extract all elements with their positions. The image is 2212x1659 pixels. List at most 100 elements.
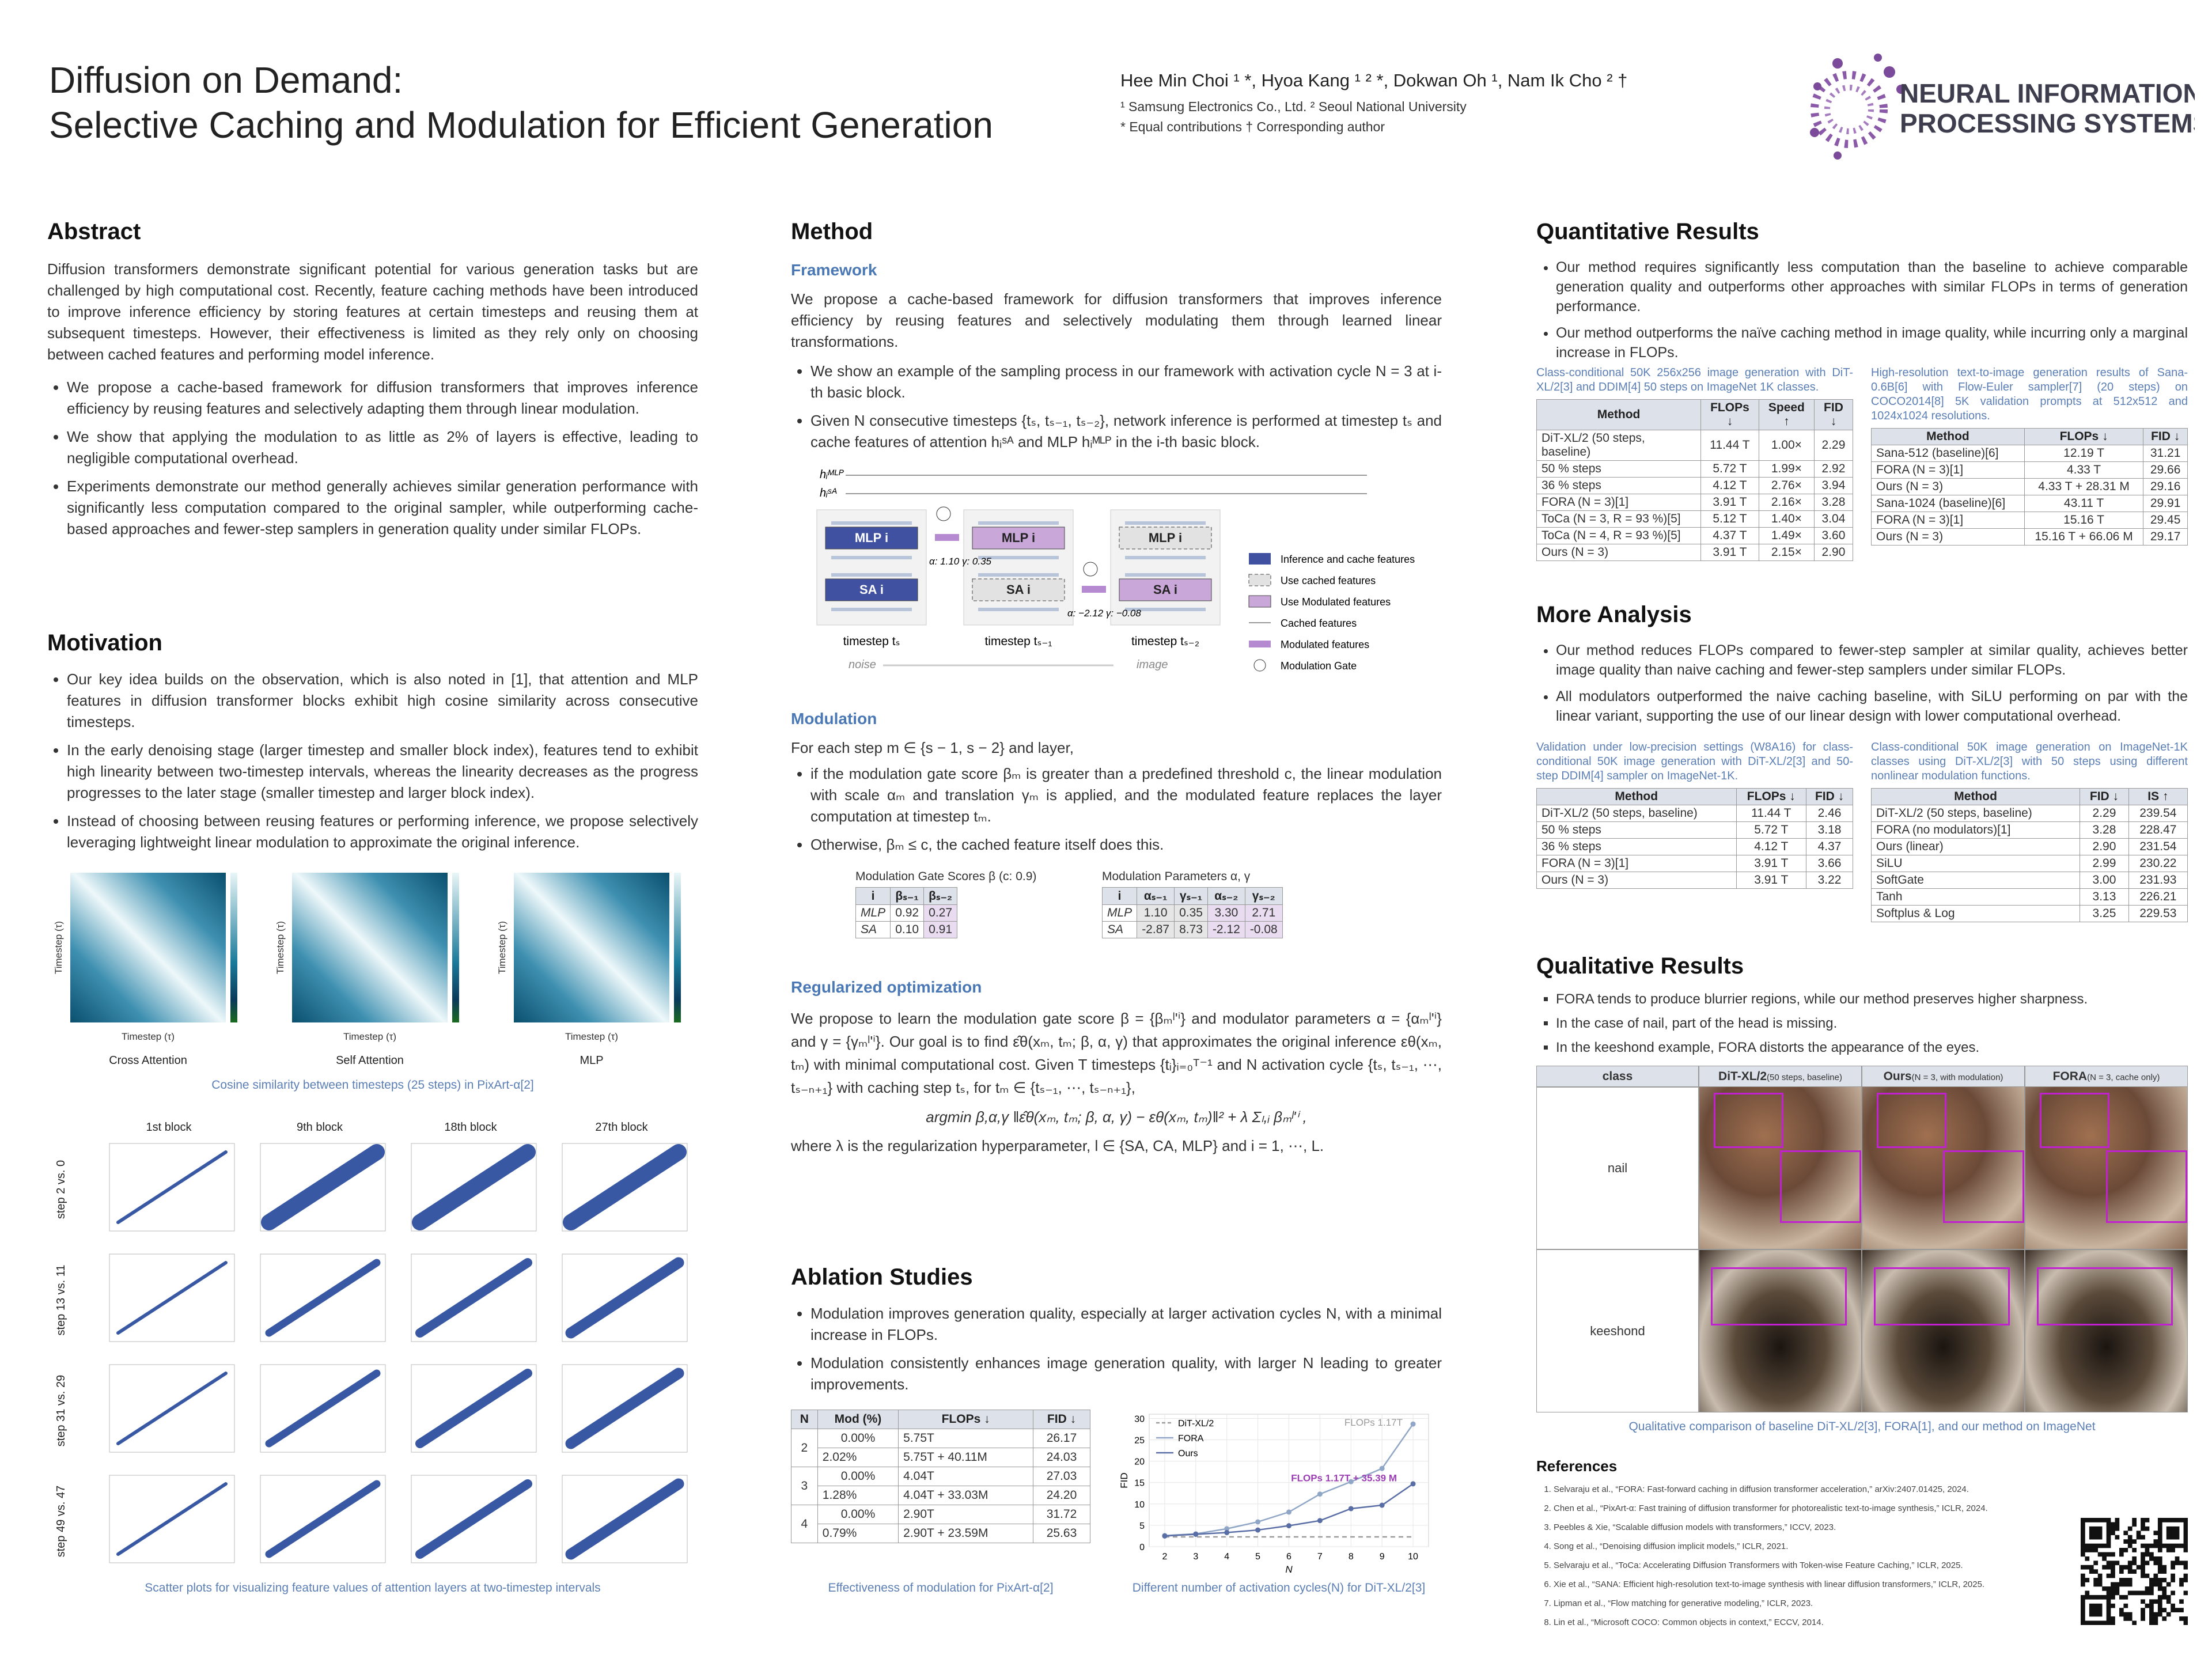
qr-module: [2106, 1608, 2111, 1612]
table-cell: FORA (no modulators)[1]: [1870, 821, 2081, 839]
table-cell: 36 % steps: [1536, 477, 1702, 494]
noise-label: noise: [849, 658, 876, 671]
qr-module: [2097, 1531, 2103, 1536]
table-cell: 2.90T: [898, 1505, 1033, 1524]
qr-module: [2093, 1518, 2099, 1522]
qr-module: [2093, 1548, 2099, 1552]
qr-module: [2097, 1543, 2103, 1548]
table-cell: DiT-XL/2 (50 steps, baseline): [1536, 805, 1737, 822]
qr-module: [2179, 1616, 2184, 1621]
row-label: step 31 vs. 29: [55, 1375, 67, 1447]
table-cell: 2.15×: [1758, 544, 1815, 561]
qr-module: [2111, 1620, 2115, 1625]
scatter-cloud: [565, 1478, 684, 1560]
list-item: In the case of nail, part of the head is…: [1556, 1015, 2188, 1032]
qr-module: [2132, 1590, 2137, 1596]
qr-module: [2106, 1603, 2111, 1608]
header-cell: DiT-XL/2(50 steps, baseline): [1699, 1066, 1862, 1088]
point: [1162, 1533, 1168, 1539]
qr-module: [2149, 1586, 2154, 1591]
list-item: Selvaraju et al., “FORA: Fast-forward ca…: [1554, 1483, 2055, 1495]
sample-image: [1699, 1086, 1862, 1249]
timestep-label: timestep tₛ₋₂: [1131, 635, 1199, 648]
table-row: FORA (N = 3)[1] 15.16 T 29.45: [1871, 512, 2188, 529]
table-cell: 3.91 T: [1736, 855, 1807, 872]
header-note: (50 steps, baseline): [1767, 1073, 1842, 1082]
qr-module: [2141, 1599, 2145, 1604]
notes: * Equal contributions † Corresponding au…: [1120, 119, 1385, 134]
annotation: FLOPs 1.17T + 35.39 M: [1291, 1472, 1397, 1483]
header-cell: FLOPs ↓: [898, 1410, 1033, 1429]
table-cell: 2.29: [1813, 430, 1854, 461]
qr-module: [2171, 1548, 2175, 1552]
table-row: Sana-1024 (baseline)[6] 43.11 T 29.91: [1871, 495, 2188, 512]
annotation: FLOPs 1.17T: [1344, 1417, 1403, 1428]
table-row: ToCa (N = 4, R = 93 %)[5] 4.37 T 1.49× 3.60: [1536, 527, 1854, 544]
gate-table: i βₛ₋₁ βₛ₋₂ MLP 0.92 0.27 SA 0.10 0.91: [855, 887, 958, 938]
gate-table-block: Modulation Gate Scores β (c: 0.9) i βₛ₋₁ β…: [855, 870, 1036, 938]
point: [1348, 1479, 1354, 1484]
qr-module: [2106, 1620, 2111, 1625]
qr-module: [2175, 1608, 2180, 1612]
qr-module: [2157, 1599, 2162, 1604]
qr-module: [2097, 1620, 2103, 1625]
qr-module: [2115, 1526, 2120, 1531]
table-cell: 3.28: [1813, 494, 1854, 511]
table-cell: 4.04T + 33.03M: [898, 1486, 1033, 1505]
qr-module: [2162, 1569, 2167, 1574]
table-cell: 5.75T: [898, 1429, 1033, 1448]
gate: [1083, 562, 1098, 577]
header-cell: Mod (%): [817, 1410, 899, 1429]
point: [1286, 1509, 1291, 1515]
table-cell: 50 % steps: [1536, 821, 1737, 839]
results-table: Method FID ↓ IS ↑ DiT-XL/2 (50 steps, basel…: [1870, 788, 2188, 922]
section-heading: Ablation Studies: [791, 1264, 973, 1290]
table-cell: 3.22: [1806, 872, 1853, 889]
header-name: DiT-XL/2: [1718, 1070, 1767, 1083]
caption: Scatter plots for visualizing feature va…: [145, 1581, 601, 1594]
sample-image: [1862, 1249, 2025, 1412]
heatmap-panel: Timestep (τ) Timestep (τ) MLP: [491, 867, 710, 1074]
qr-module: [2081, 1548, 2085, 1552]
qr-module: [2106, 1522, 2111, 1527]
qr-module: [2102, 1556, 2107, 1561]
qr-module: [2119, 1612, 2124, 1617]
table-caption: Class-conditional 50K 256x256 image gene…: [1536, 366, 1853, 393]
table-cell: 2.92: [1813, 460, 1854, 478]
qr-module: [2141, 1612, 2145, 1617]
table-cell: 4.04T: [898, 1467, 1033, 1486]
qr-module: [2127, 1543, 2133, 1548]
table-cell: Ours (N = 3): [1536, 544, 1702, 561]
x-tick-label: 5: [1255, 1552, 1260, 1562]
qr-module: [2171, 1526, 2175, 1531]
header-note: (N = 3, cache only): [2087, 1073, 2160, 1082]
qr-module: [2183, 1565, 2188, 1570]
fid-chart: 0 5 10 15 20 25 30 2 3 4 5 6 7 8 9 10 N FID DiT-XL/2 FORA Ou…: [1119, 1414, 1429, 1575]
table-cell: FORA (N = 3)[1]: [1871, 461, 2025, 479]
qr-module: [2175, 1531, 2180, 1536]
column-label: 18th block: [444, 1121, 497, 1134]
point: [1224, 1530, 1230, 1536]
quantitative-section: Quantitative Results Our method requires…: [1536, 219, 2188, 369]
sa-box: [825, 578, 918, 601]
table-row: 50 % steps 5.72 T 3.18: [1536, 821, 1853, 839]
equation: argmin β,α,γ ‖ε̂θ(xₘ, tₘ; β, α, γ) − εθ(…: [926, 1108, 1307, 1126]
panel-label: MLP: [579, 1054, 604, 1067]
bullet-list: if the modulation gate score βₘ is great…: [791, 763, 1442, 855]
scatter-cloud: [116, 1482, 228, 1556]
qr-module: [2145, 1552, 2150, 1557]
list-item: We propose a cache-based framework for d…: [67, 377, 698, 419]
table-cell: 4.37 T: [1700, 527, 1759, 544]
list-item: Our method reduces FLOPs compared to few…: [1556, 641, 2188, 680]
section-heading: Abstract: [47, 219, 141, 244]
highlight-box: [2037, 1267, 2173, 1325]
qr-module: [2123, 1616, 2128, 1621]
feature-label: hᵢᴹᴸᴾ: [820, 468, 844, 481]
x-tick-label: 8: [1349, 1552, 1354, 1562]
qr-module: [2093, 1526, 2099, 1531]
header-cell: βₛ₋₂: [923, 887, 958, 905]
qr-module: [2171, 1518, 2175, 1522]
qr-module: [2093, 1531, 2099, 1536]
qr-module: [2183, 1590, 2188, 1596]
qr-module: [2085, 1590, 2090, 1596]
